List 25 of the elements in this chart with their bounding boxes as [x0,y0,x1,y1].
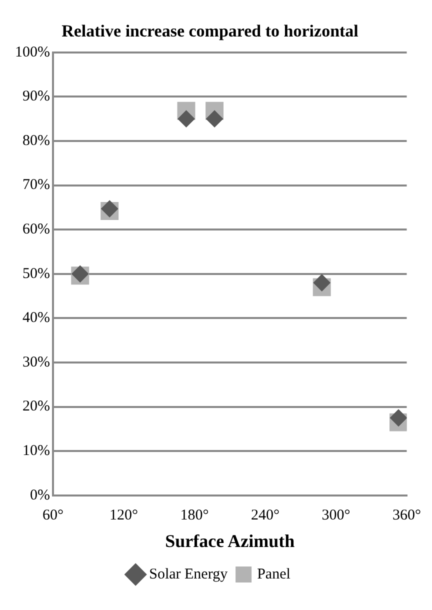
x-tick-label: 360° [392,507,421,524]
y-tick-label: 0% [30,487,50,504]
y-tick-label: 20% [22,398,50,415]
y-tick-label: 70% [22,177,50,194]
y-tick-label: 80% [22,132,50,149]
point [313,274,330,292]
legend-label: Panel [257,566,290,582]
point [390,409,407,426]
legend-label: Solar Energy [149,566,228,582]
x-tick-label: 60° [42,507,64,524]
y-tick-label: 10% [22,443,50,460]
point [206,110,224,128]
y-tick-label: 100% [14,44,50,60]
y-tick-label: 30% [22,354,50,370]
chart-title: Relative increase compared to horizontal [62,22,359,41]
y-tick-label: 40% [22,310,50,326]
x-tick-label: 240° [251,507,280,524]
x-tick-label: 180° [180,507,209,524]
x-tick-label: 300° [322,507,350,524]
x-axis-title: Surface Azimuth [165,530,295,551]
x-tick-label: 120° [109,507,138,524]
y-tick-label: 50% [22,266,50,282]
y-tick-label: 90% [22,88,50,105]
point [178,110,195,128]
y-tick-label: 60% [22,222,50,238]
